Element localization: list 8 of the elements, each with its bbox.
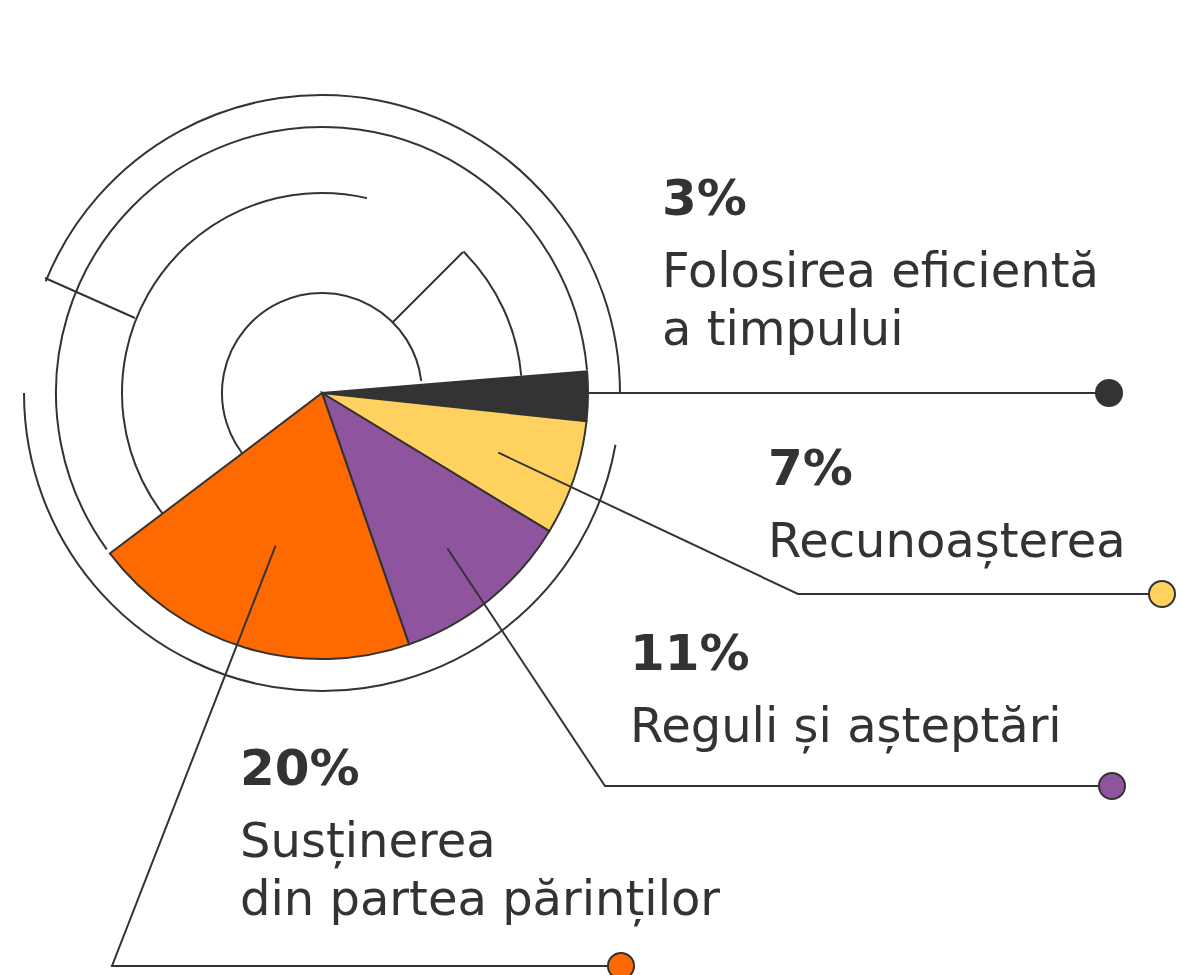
slice-label: Susținerea din partea părinților (240, 812, 721, 927)
data-label: 20% (240, 739, 360, 797)
slice-label: Folosirea eficientă a timpului (662, 242, 1099, 356)
data-label: 3% (662, 169, 747, 227)
data-label: 11% (630, 624, 750, 682)
data-label: 7% (768, 439, 853, 497)
slice-label: Reguli și așteptări (630, 697, 1062, 754)
slice-label: Recunoașterea (768, 512, 1126, 569)
